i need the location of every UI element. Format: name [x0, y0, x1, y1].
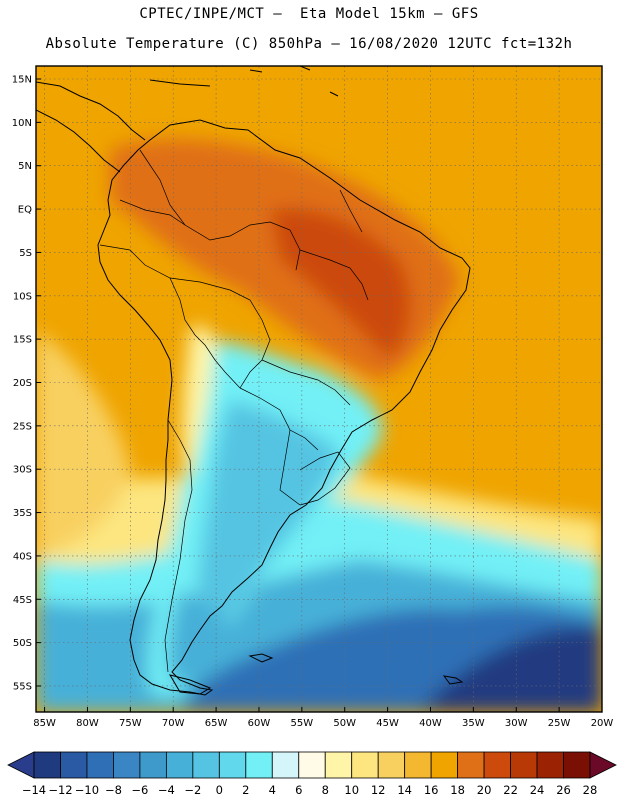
- caribbean-islands: [149, 66, 339, 97]
- central-america-coastline: [36, 81, 146, 173]
- colorbar-swatch: [33, 751, 61, 779]
- colorbar-swatch: [536, 751, 564, 779]
- lat-tick-label: EQ: [18, 205, 32, 216]
- lon-tick-label: 60W: [248, 718, 271, 729]
- lon-tick-label: 35W: [462, 718, 485, 729]
- colorbar-label: 18: [450, 783, 465, 797]
- lon-tick-label: 75W: [119, 718, 142, 729]
- field-pacific-light: [36, 330, 130, 560]
- plot-frame: [35, 65, 603, 713]
- colorbar-label: 8: [322, 783, 329, 797]
- colorbar-swatch: [218, 751, 247, 779]
- colorbar: −14 −12 −10 −8 −6 −4 −2 0 2 4 6 8 10 12 14 16 18 20 22 24 26…: [7, 751, 617, 797]
- colorbar-label: −4: [158, 783, 175, 797]
- lat-tick-label: 25S: [13, 421, 32, 432]
- lon-tick-label: 50W: [333, 718, 356, 729]
- colorbar-swatch: [563, 751, 591, 779]
- colorbar-label: −14: [22, 783, 46, 797]
- colorbar-label: 4: [269, 783, 276, 797]
- colorbar-swatch: [165, 751, 194, 779]
- lon-tick-label: 20W: [591, 718, 614, 729]
- southern-islands: [442, 675, 464, 685]
- lon-tick-label: 65W: [205, 718, 228, 729]
- colorbar-swatch: [510, 751, 538, 779]
- colorbar-under-triangle: [7, 751, 35, 779]
- colorbar-over-triangle: [589, 751, 617, 779]
- lon-tick-label: 80W: [76, 718, 99, 729]
- temperature-field: [36, 66, 602, 712]
- colorbar-label: 20: [477, 783, 492, 797]
- latitude-labels: 15N 10N 5N EQ 5S 10S 15S 20S 25S 30S 35S 40S 45S 50S 5…: [12, 75, 41, 692]
- lat-tick-label: 15S: [13, 335, 32, 346]
- field-hot-core: [270, 208, 411, 360]
- coastlines: [36, 66, 471, 696]
- lat-tick-label: 20S: [13, 378, 32, 389]
- colorbar-label: 0: [216, 783, 223, 797]
- colorbar-label: −6: [131, 783, 148, 797]
- colorbar-label: −8: [105, 783, 122, 797]
- lat-tick-label: 50S: [13, 638, 32, 649]
- chart-title-line2: Absolute Temperature (C) 850hPa – 16/08/…: [45, 36, 573, 52]
- country-borders: [99, 149, 369, 673]
- colorbar-label: 26: [556, 783, 571, 797]
- lat-tick-label: 10S: [13, 291, 32, 302]
- lon-tick-label: 40W: [419, 718, 442, 729]
- colorbar-swatch: [245, 751, 273, 779]
- lat-tick-label: 5S: [19, 248, 32, 259]
- lat-tick-label: 45S: [13, 595, 32, 606]
- colorbar-label: 10: [344, 783, 359, 797]
- colorbar-label: 24: [530, 783, 545, 797]
- south-america-coastline: [97, 119, 471, 696]
- colorbar-swatch: [483, 751, 511, 779]
- colorbar-swatch: [113, 751, 141, 779]
- colorbar-label: −12: [48, 783, 72, 797]
- lat-tick-label: 35S: [13, 508, 32, 519]
- colorbar-label: −2: [184, 783, 201, 797]
- lon-tick-label: 85W: [33, 718, 56, 729]
- lat-tick-label: 55S: [13, 681, 32, 692]
- colorbar-swatch: [430, 751, 459, 779]
- field-andes-band: [182, 326, 215, 480]
- falkland-islands: [248, 653, 274, 663]
- longitude-labels: 85W 80W 75W 70W 65W 60W 55W 50W 45W 40W 35W 30W 25W 2…: [33, 707, 613, 729]
- lat-tick-label: 10N: [12, 118, 32, 129]
- lon-tick-label: 25W: [548, 718, 571, 729]
- tierra-del-fuego: [168, 674, 212, 695]
- colorbar-swatch: [404, 751, 432, 779]
- colorbar-swatch: [298, 751, 326, 779]
- colorbar-swatch: [139, 751, 167, 779]
- colorbar-swatch: [324, 751, 353, 779]
- colorbar-label: 22: [503, 783, 518, 797]
- colorbar-swatch: [192, 751, 220, 779]
- colorbar-label: 16: [424, 783, 439, 797]
- colorbar-swatch: [351, 751, 379, 779]
- field-south-deep: [420, 627, 602, 712]
- colorbar-swatch: [377, 751, 406, 779]
- lon-tick-label: 55W: [291, 718, 314, 729]
- colorbar-swatch: [86, 751, 114, 779]
- lon-tick-label: 30W: [505, 718, 528, 729]
- field-patagonia-cool: [168, 590, 240, 684]
- colorbar-swatch: [60, 751, 88, 779]
- lon-tick-label: 45W: [376, 718, 399, 729]
- colorbar-label: 14: [397, 783, 412, 797]
- colorbar-label: 6: [295, 783, 302, 797]
- colorbar-label: 28: [583, 783, 598, 797]
- colorbar-label: 12: [371, 783, 386, 797]
- colorbar-label: 2: [242, 783, 249, 797]
- lat-tick-label: 30S: [13, 465, 32, 476]
- lat-tick-label: 15N: [12, 75, 32, 86]
- lat-tick-label: 40S: [13, 551, 32, 562]
- colorbar-swatch: [457, 751, 485, 779]
- lat-tick-label: 5N: [18, 161, 32, 172]
- colorbar-swatch: [271, 751, 300, 779]
- lon-tick-label: 70W: [162, 718, 185, 729]
- chart-title-line1: CPTEC/INPE/MCT – Eta Model 15km – GFS: [139, 6, 479, 22]
- colorbar-label: −10: [75, 783, 99, 797]
